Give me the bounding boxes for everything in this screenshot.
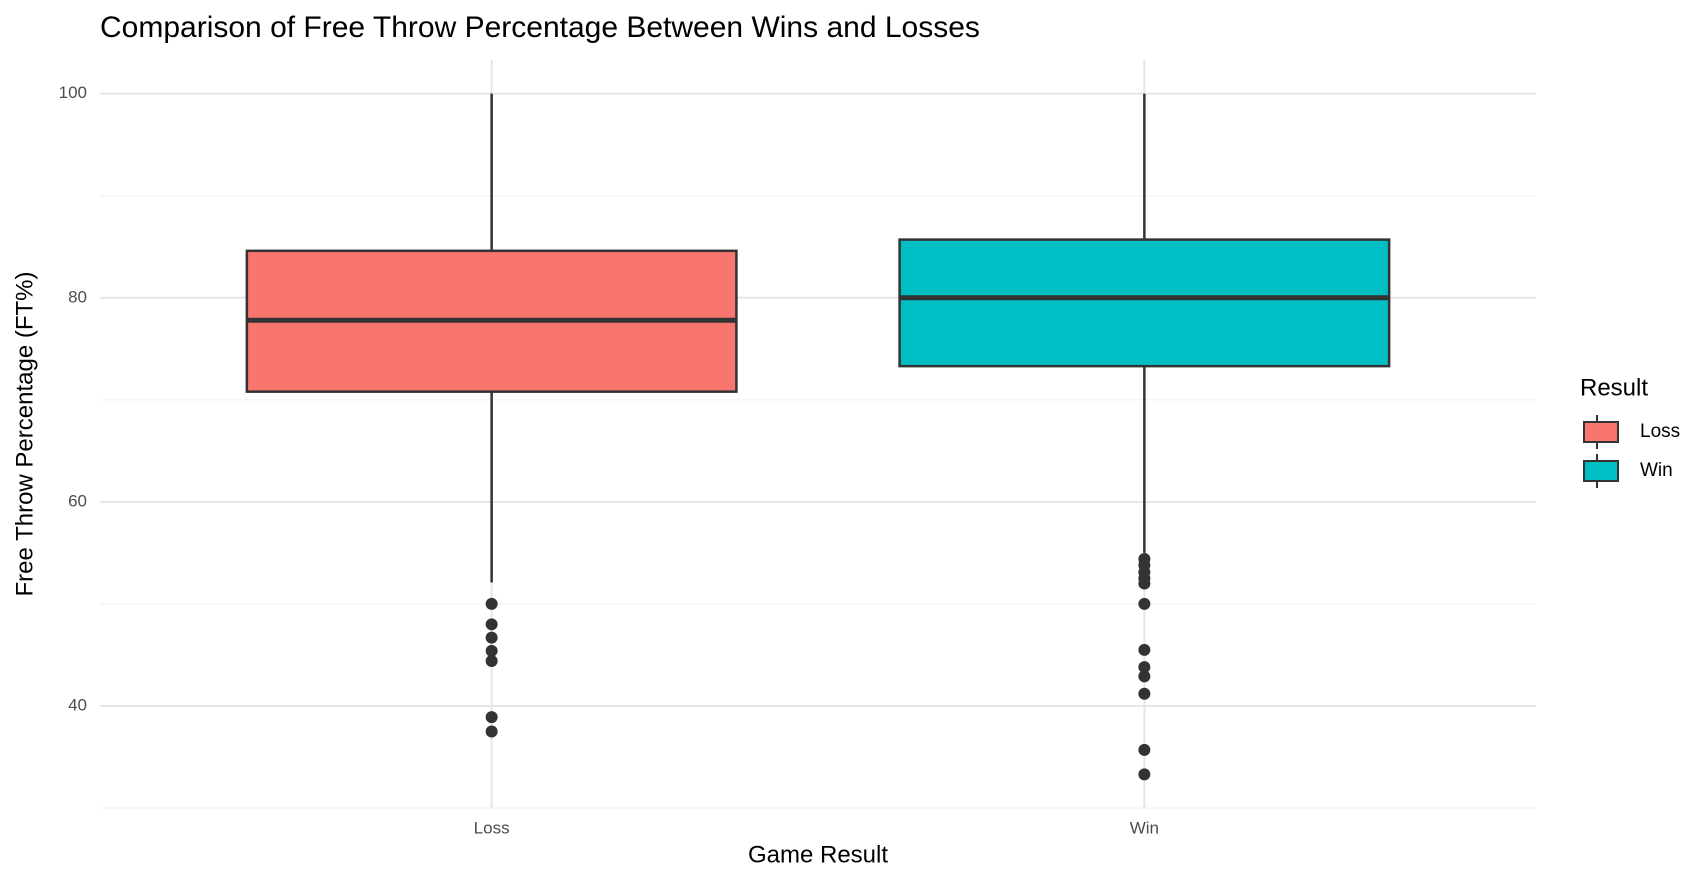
legend-title: Result (1580, 374, 1648, 401)
outlier (1138, 670, 1151, 683)
outlier (1138, 743, 1151, 756)
outlier (485, 597, 498, 610)
box (898, 238, 1391, 368)
outlier (1138, 687, 1151, 700)
legend-label: Loss (1640, 421, 1680, 442)
outlier (1138, 597, 1151, 610)
y-tick-label: 40 (68, 695, 87, 714)
outlier (1138, 768, 1151, 781)
outlier (485, 644, 498, 657)
y-tick-label: 60 (68, 491, 87, 510)
y-tick-label: 80 (68, 287, 87, 306)
outlier (485, 711, 498, 724)
x-axis-title: Game Result (748, 841, 888, 868)
outlier (1138, 661, 1151, 674)
outlier (485, 618, 498, 631)
outlier (1138, 643, 1151, 656)
legend-key (1583, 421, 1619, 443)
outlier (1138, 577, 1151, 590)
chart-title: Comparison of Free Throw Percentage Betw… (100, 11, 980, 44)
outlier (485, 655, 498, 668)
x-tick-label: Loss (474, 818, 510, 837)
legend-key (1583, 460, 1619, 482)
outlier (485, 725, 498, 738)
y-axis-title: Free Throw Percentage (FT%) (11, 272, 38, 597)
outlier (485, 631, 498, 644)
legend-label: Win (1640, 460, 1673, 481)
y-tick-label: 100 (59, 83, 87, 102)
x-tick-label: Win (1130, 818, 1159, 837)
